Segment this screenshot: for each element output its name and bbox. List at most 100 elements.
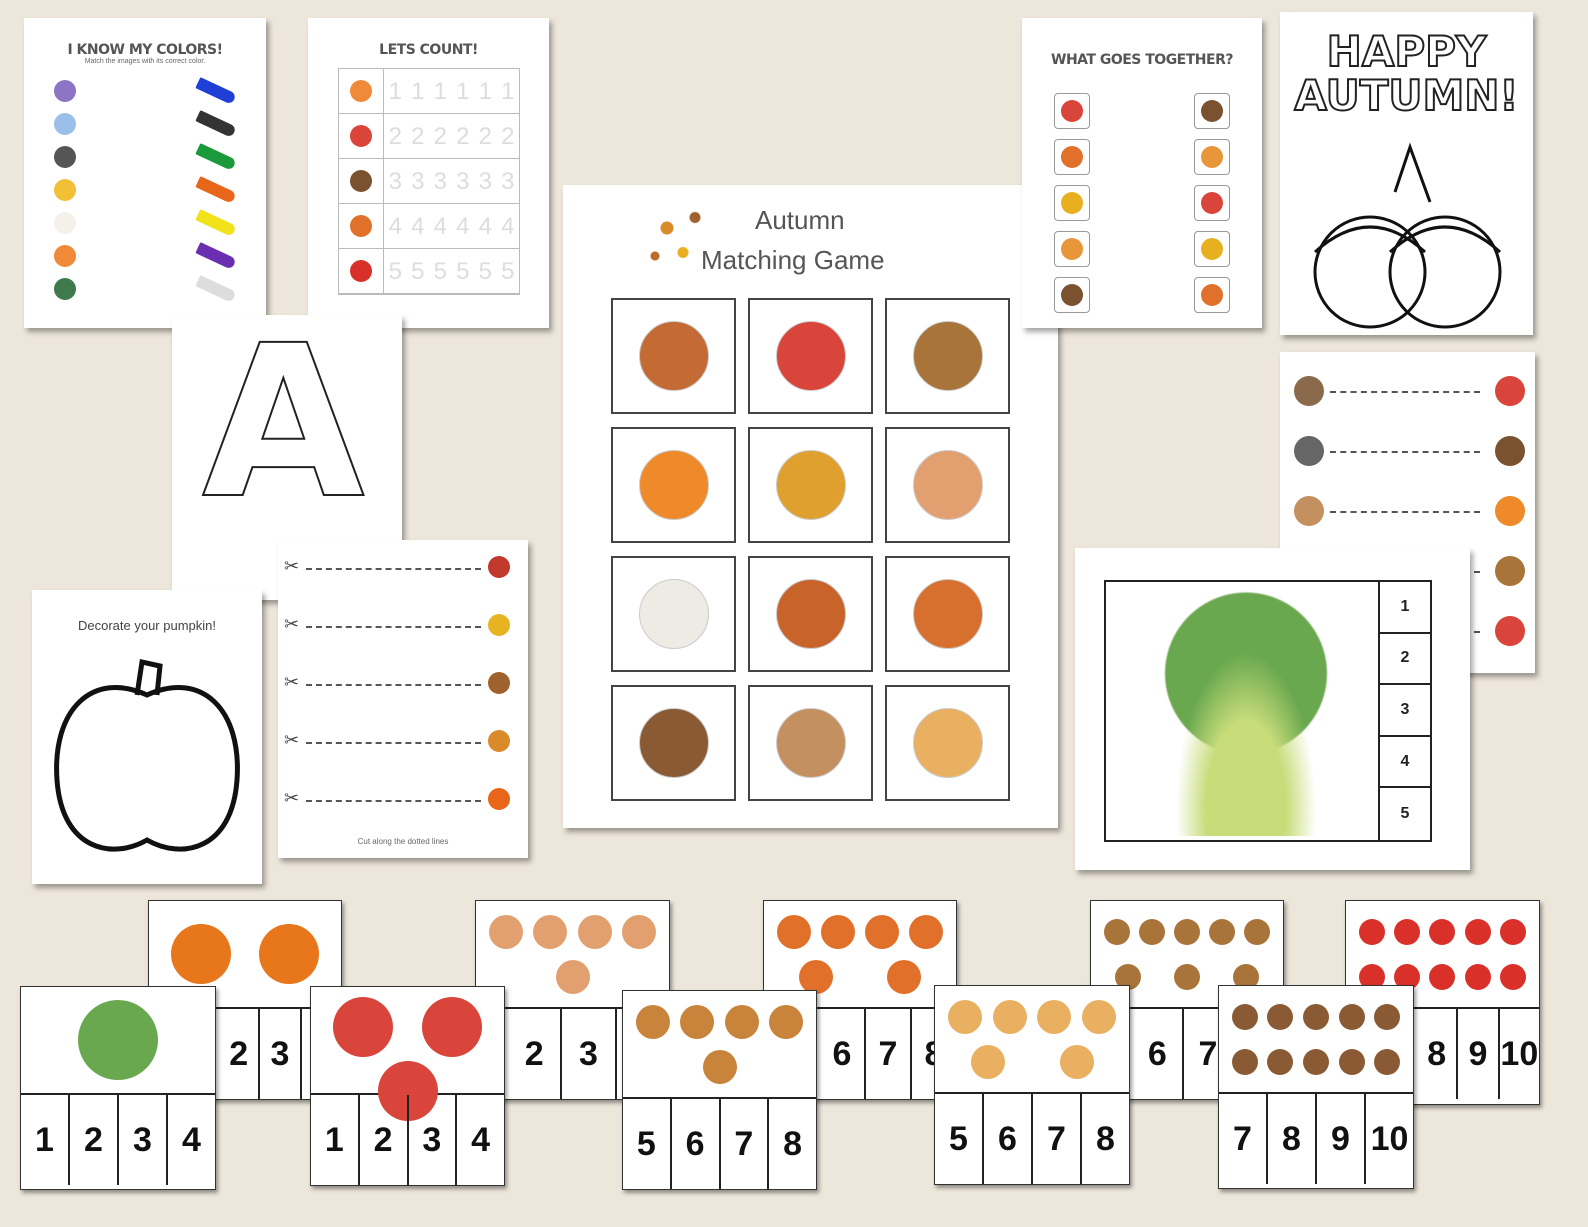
number-choice[interactable]: 7: [1033, 1094, 1082, 1184]
matching-card-squirrel[interactable]: [611, 298, 736, 414]
number-choice[interactable]: 8: [1268, 1094, 1317, 1184]
acorn-icon: [1138, 918, 1165, 945]
rake-icon: [768, 1004, 803, 1039]
leaf-image: [775, 450, 846, 520]
number-choice[interactable]: 4: [182, 1120, 201, 1159]
pie-slice-icon: [1059, 1044, 1094, 1079]
pumpkin-image: [54, 80, 76, 102]
number-choice[interactable]: 4: [471, 1120, 491, 1159]
maple-leaf-group: [764, 901, 956, 1007]
pie-slice-image: [912, 708, 983, 778]
rake-icon: [702, 1049, 737, 1084]
matching-card-acorn[interactable]: [885, 298, 1010, 414]
color-match-row: [24, 110, 266, 138]
trace-digit: 5: [388, 258, 402, 285]
puzzle-strip-number: 4: [1380, 737, 1430, 789]
trace-digit: 3: [433, 168, 447, 195]
matching-card-pinecone[interactable]: [611, 685, 736, 801]
number-choice[interactable]: 2: [508, 1009, 563, 1099]
acorns-illustration: [1313, 142, 1502, 329]
tracing-line: [1330, 451, 1480, 453]
number-choice[interactable]: 6: [820, 1009, 866, 1099]
pie-group: [476, 901, 669, 1007]
rake-icon: [724, 1004, 759, 1039]
item-icon: [1061, 192, 1083, 214]
matching-card-pumpkin[interactable]: [611, 427, 736, 543]
number-choice[interactable]: 7: [1219, 1094, 1268, 1184]
count-title: LETS COUNT!: [379, 42, 478, 58]
number-choice[interactable]: 8: [1417, 1009, 1459, 1099]
matching-card-tree[interactable]: [748, 556, 873, 672]
number-choice[interactable]: 3: [562, 1009, 617, 1099]
matching-card-sweater[interactable]: [611, 556, 736, 672]
acorn-icon: [1244, 918, 1271, 945]
trace-digit: 2: [433, 123, 447, 150]
number-choice[interactable]: 9: [1317, 1094, 1366, 1184]
number-choice[interactable]: 6: [672, 1099, 721, 1189]
trace-digit: 1: [501, 78, 515, 105]
pinecone-icon: [1231, 1003, 1258, 1030]
number-choice[interactable]: 6: [1133, 1009, 1184, 1099]
pinecone-icon: [1302, 1003, 1329, 1030]
trace-digit: 3: [501, 168, 515, 195]
number-choice[interactable]: 8: [783, 1124, 803, 1163]
apple-icon: [1429, 963, 1456, 990]
cut-line: [306, 742, 481, 744]
number-choice[interactable]: 5: [623, 1099, 672, 1189]
number-choice[interactable]: 3: [409, 1095, 458, 1185]
number-choice[interactable]: 10: [1500, 1034, 1539, 1073]
number-choice[interactable]: 2: [360, 1095, 409, 1185]
number-choice[interactable]: 5: [935, 1094, 984, 1184]
trace-digit: 4: [433, 213, 447, 240]
maple-leaf-icon: [865, 914, 899, 949]
trace-digit: 1: [478, 78, 492, 105]
scissors-icon: ✂: [284, 730, 300, 750]
number-choice[interactable]: 8: [1096, 1119, 1115, 1158]
number-choice[interactable]: 2: [219, 1009, 261, 1099]
color-match-row: [24, 242, 266, 270]
matching-card-deer[interactable]: [748, 685, 873, 801]
number-choice[interactable]: 3: [260, 1009, 302, 1099]
rake-icon: [680, 1004, 715, 1039]
mushroom-icon: [333, 997, 394, 1057]
number-choice[interactable]: 3: [119, 1095, 168, 1185]
item-icon: [1061, 284, 1083, 306]
trace-digit: 1: [411, 78, 425, 105]
game-title-line1: Autumn: [755, 205, 845, 235]
apple-tree-image: [1146, 586, 1346, 836]
cut-footer: Cut along the dotted lines: [357, 837, 449, 846]
item-icon: [1201, 192, 1223, 214]
pumpkin-group: [149, 901, 341, 1007]
pumpkin-icon: [259, 924, 319, 984]
number-choice[interactable]: 10: [1370, 1119, 1409, 1158]
pie-icon: [577, 914, 612, 949]
tracing-line: [1330, 511, 1480, 513]
number-choice[interactable]: 7: [866, 1009, 912, 1099]
color-match-row: [24, 77, 266, 105]
coloring-title-line1: HAPPY: [1326, 27, 1488, 76]
pumpkin-title: Decorate your pumpkin!: [77, 618, 216, 633]
color-match-row: [24, 275, 266, 303]
number-choice[interactable]: 1: [311, 1095, 360, 1185]
matching-card-leaf[interactable]: [748, 427, 873, 543]
apple-image: [339, 249, 384, 293]
matching-card-mushrooms[interactable]: [748, 298, 873, 414]
maple-leaf-icon: [909, 914, 943, 949]
number-choice[interactable]: 2: [70, 1095, 119, 1185]
matching-card-pie-slice[interactable]: [885, 685, 1010, 801]
cut-item-image: [488, 788, 510, 810]
cut-item-image: [488, 730, 510, 752]
number-choice[interactable]: 7: [721, 1099, 770, 1189]
matching-card-fox[interactable]: [885, 556, 1010, 672]
number-choice[interactable]: 9: [1458, 1009, 1500, 1099]
colors-title: I KNOW MY COLORS!: [67, 42, 223, 58]
picture-tile: [1054, 277, 1090, 313]
count-clip-card-pinecone[interactable]: 7 8 9 10: [1218, 985, 1414, 1189]
number-choice[interactable]: 6: [984, 1094, 1033, 1184]
number-choice[interactable]: 1: [21, 1095, 70, 1185]
matching-card-pie[interactable]: [885, 427, 1010, 543]
